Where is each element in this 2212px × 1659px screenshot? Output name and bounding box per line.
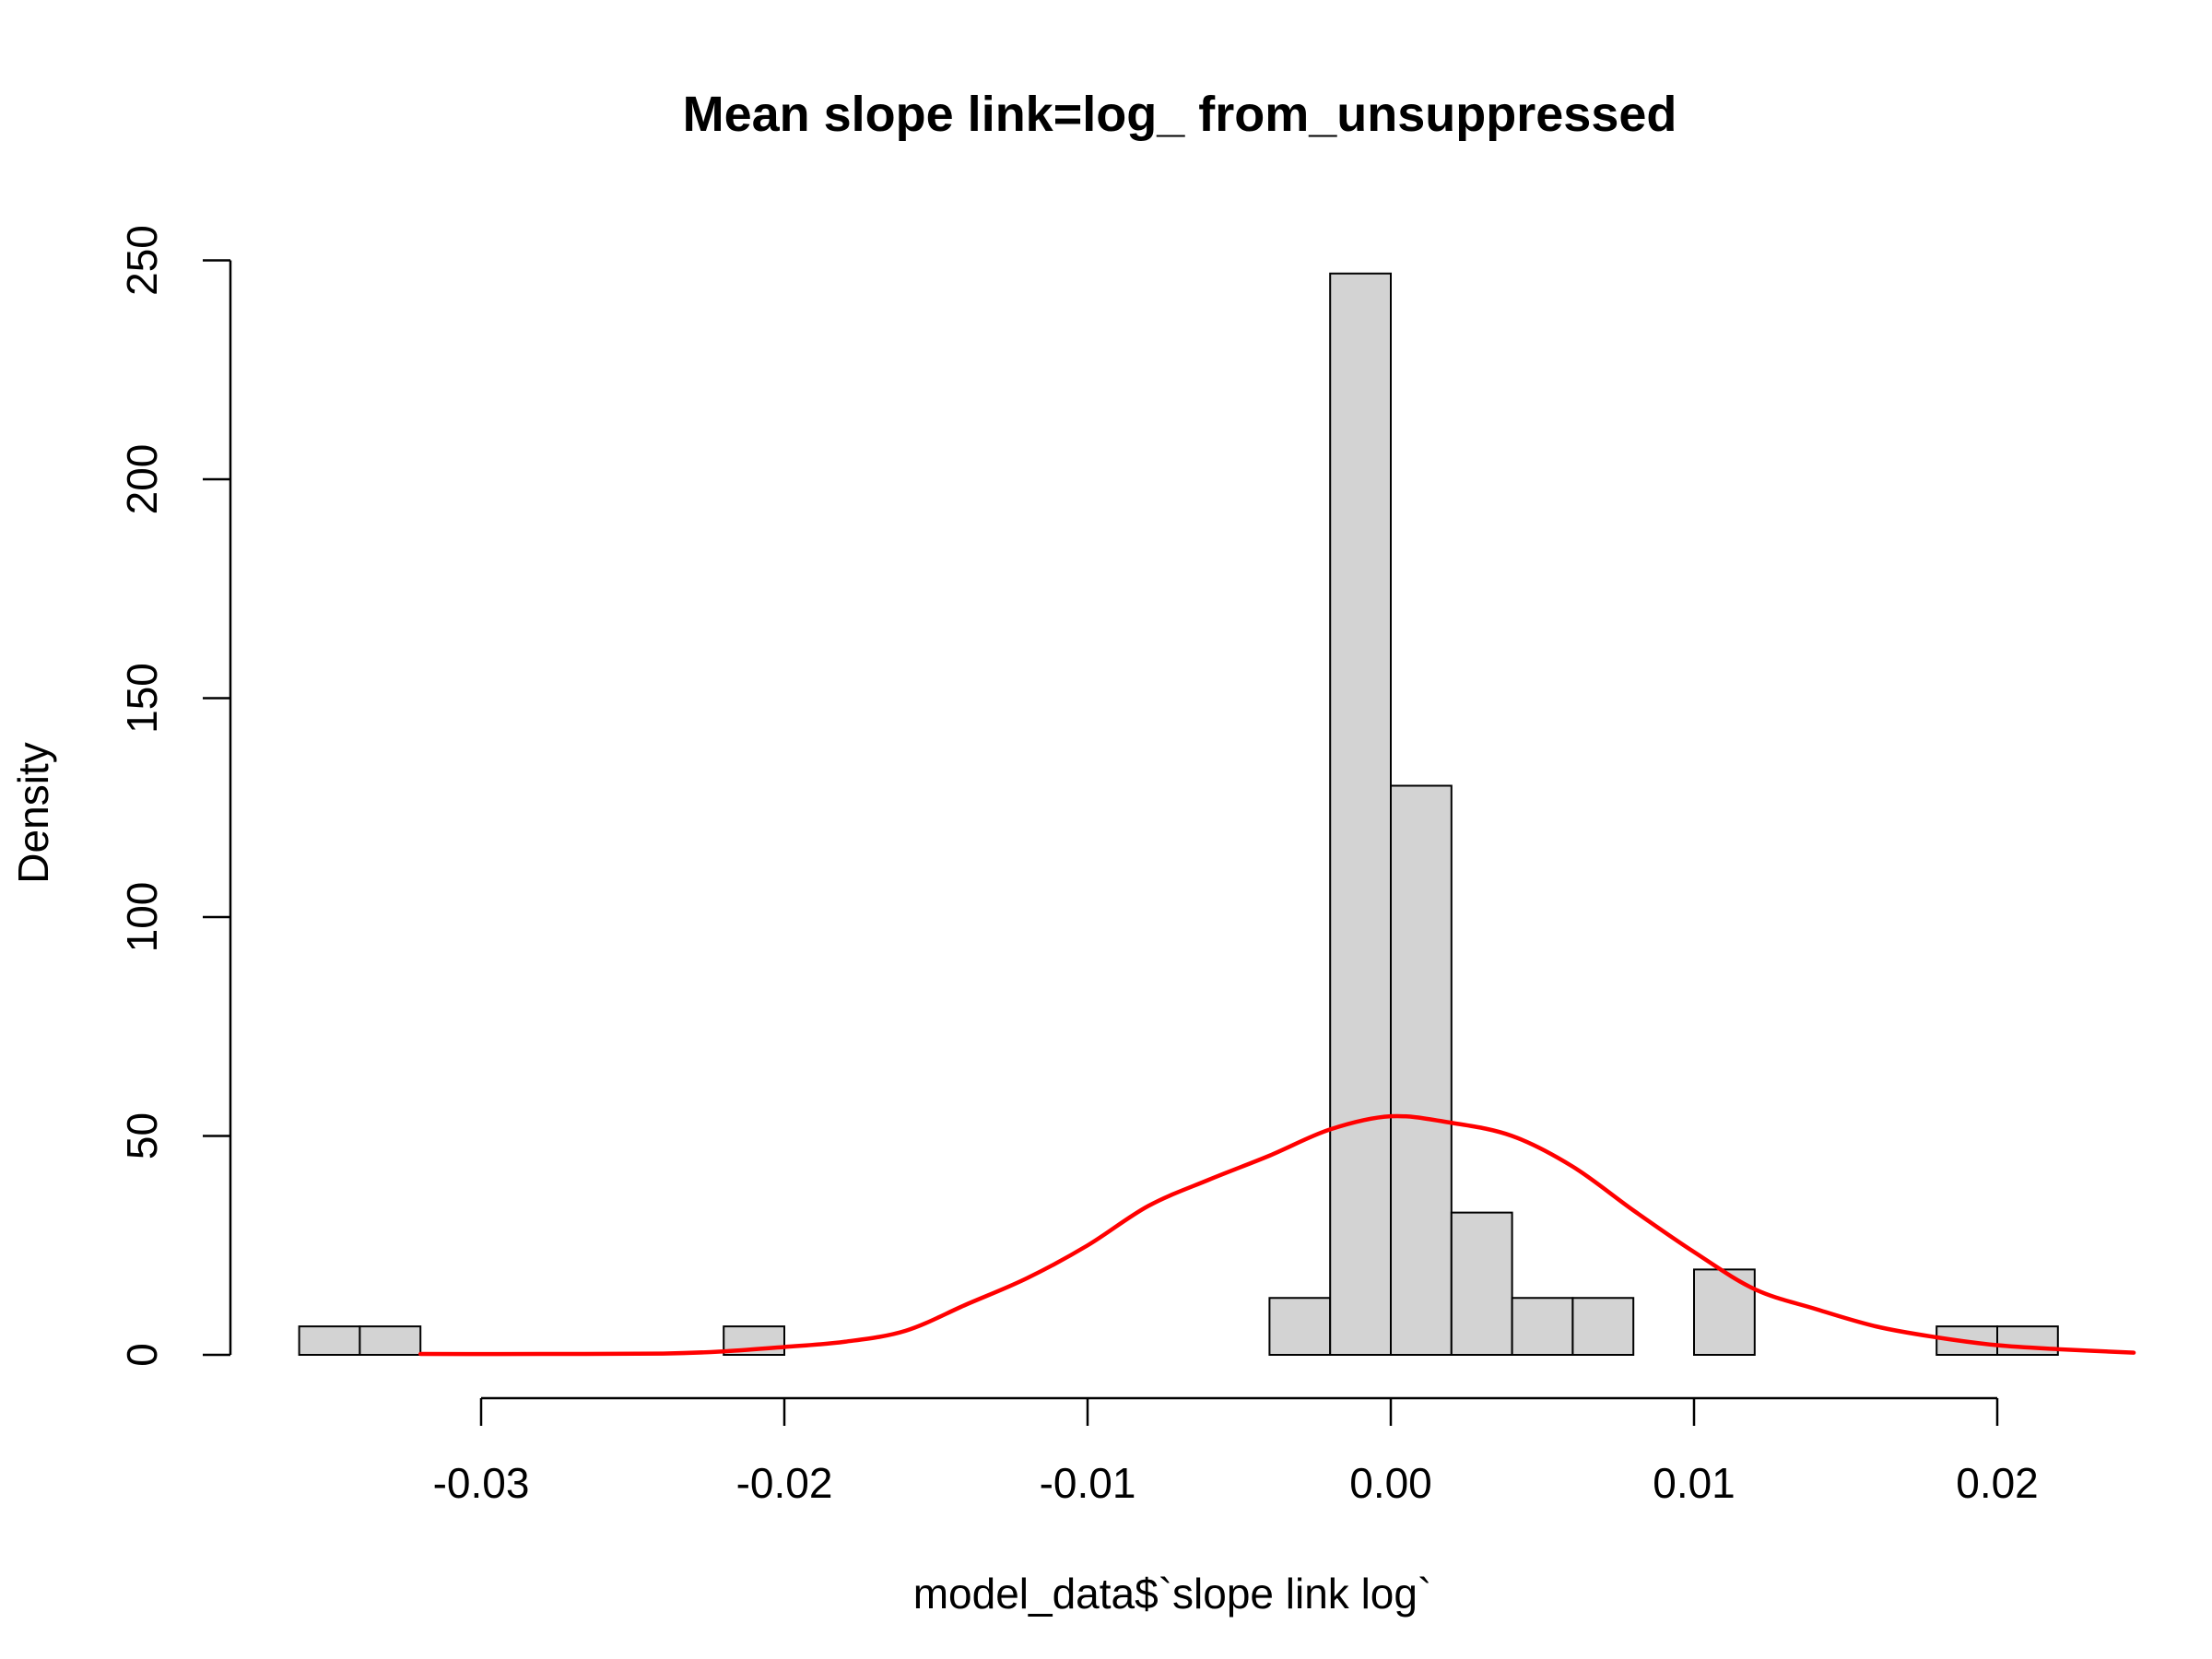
density-curve (418, 1113, 2136, 1357)
histogram-bar (1390, 784, 1453, 1356)
y-tick-label: 100 (118, 882, 166, 953)
y-tick-label: 150 (118, 663, 166, 734)
histogram-bar (1329, 272, 1392, 1356)
histogram-bar (1693, 1268, 1756, 1356)
x-tick-label: -0.01 (1040, 1459, 1136, 1507)
y-axis-label: Density (9, 742, 57, 883)
x-tick-label: 0.02 (1956, 1459, 2039, 1507)
x-axis-label: model_data$`slope link log` (913, 1570, 1432, 1618)
y-tick-label: 0 (118, 1343, 166, 1367)
histogram-bar (1268, 1297, 1332, 1356)
histogram-bar (359, 1325, 422, 1356)
x-tick-label: -0.03 (433, 1459, 530, 1507)
x-tick-label: 0.01 (1653, 1459, 1735, 1507)
x-tick-label: -0.02 (736, 1459, 833, 1507)
chart-title: Mean slope link=log_ from_unsuppressed (683, 87, 1677, 142)
y-tick-label: 200 (118, 444, 166, 515)
y-tick-label: 50 (118, 1112, 166, 1159)
density-curve-group (418, 1113, 2136, 1357)
histogram-bar (1571, 1297, 1635, 1356)
x-axis: -0.03 -0.02 -0.01 0.00 0.01 0.02 (433, 1396, 2039, 1507)
histogram-bar (298, 1325, 361, 1356)
y-axis: 0 50 100 150 200 250 (118, 225, 232, 1367)
histogram-bars (298, 272, 2059, 1356)
y-tick-label: 250 (118, 225, 166, 296)
x-tick-label: 0.00 (1349, 1459, 1432, 1507)
histogram-bar (1511, 1297, 1574, 1356)
histogram-bar (1450, 1211, 1513, 1356)
